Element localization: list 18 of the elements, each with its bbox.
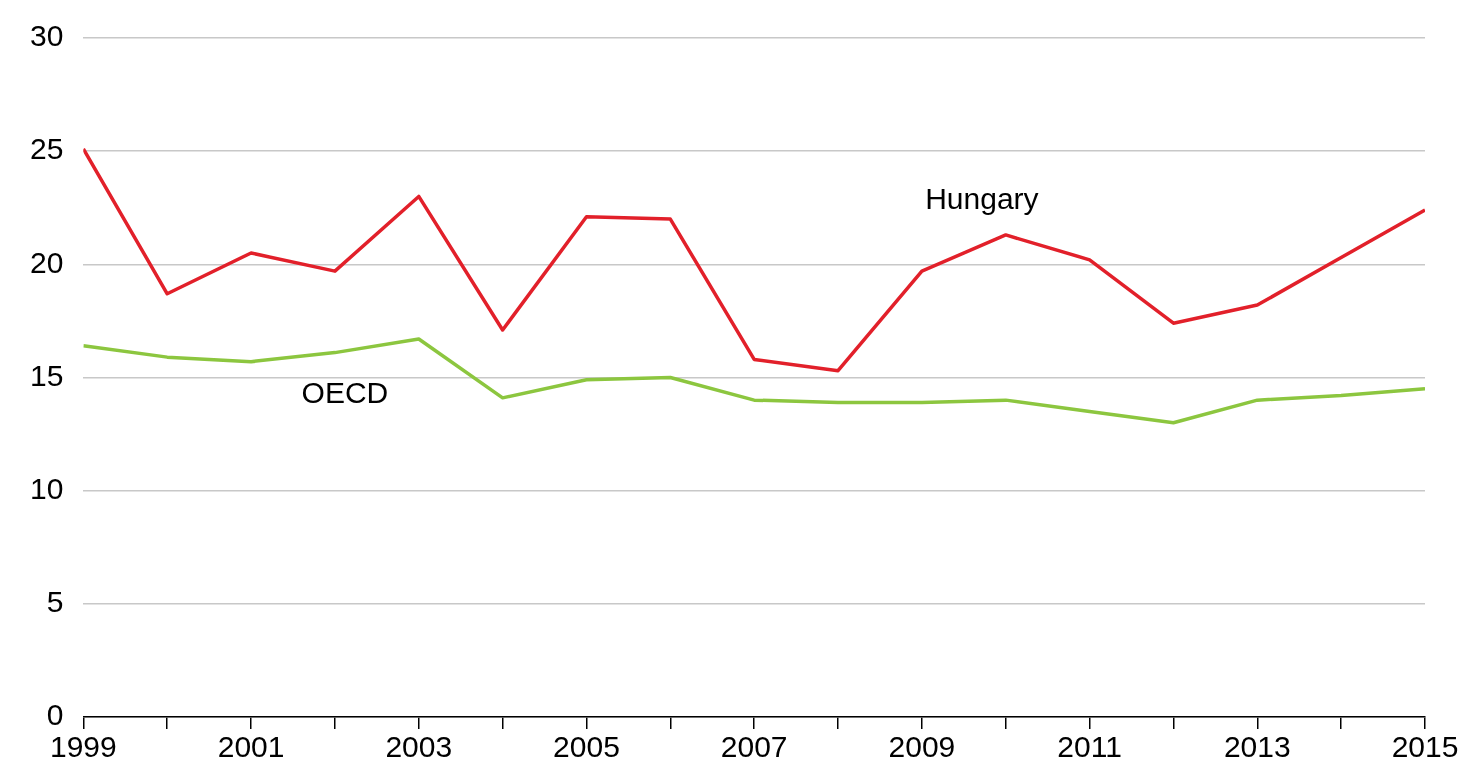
y-tick-label: 15 (29, 358, 64, 392)
x-tick-label: 2011 (1057, 730, 1122, 764)
y-tick-label: 30 (29, 19, 64, 53)
x-tick-label: 1999 (49, 730, 117, 764)
x-tick-label: 2003 (385, 730, 453, 764)
y-tick-label: 5 (46, 585, 64, 619)
x-tick-label: 2007 (720, 730, 788, 764)
y-tick-label: 10 (29, 471, 64, 505)
x-tick-label: 2013 (1223, 730, 1291, 764)
x-tick-label: 2015 (1391, 730, 1459, 764)
y-tick-label: 25 (29, 132, 64, 166)
y-tick-label: 0 (46, 698, 64, 732)
series-label: Hungary (925, 182, 1039, 216)
series-label: OECD (301, 375, 389, 409)
x-tick-label: 2001 (217, 730, 285, 764)
x-tick-label: 2005 (553, 730, 620, 764)
y-tick-label: 20 (29, 245, 64, 279)
x-tick-label: 2009 (888, 730, 956, 764)
